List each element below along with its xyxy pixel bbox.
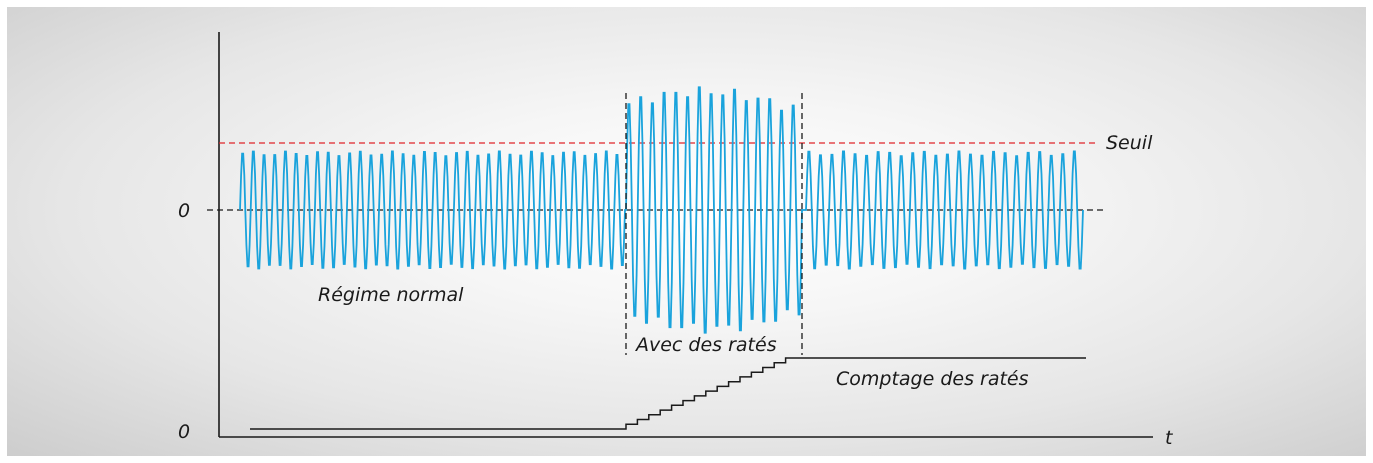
misfire-counter-line [250,357,1086,430]
zero-label-counter: 0 [178,421,190,443]
misfire-count-label: Comptage des ratés [836,368,1029,390]
signal-waveform [239,86,1084,334]
normal-regime-label: Régime normal [318,284,464,306]
threshold-label: Seuil [1106,132,1153,154]
zero-label-signal: 0 [178,200,190,222]
time-axis-label: t [1165,427,1174,449]
misfire-regime-label: Avec des ratés [634,334,777,356]
figure-background [7,7,1366,456]
